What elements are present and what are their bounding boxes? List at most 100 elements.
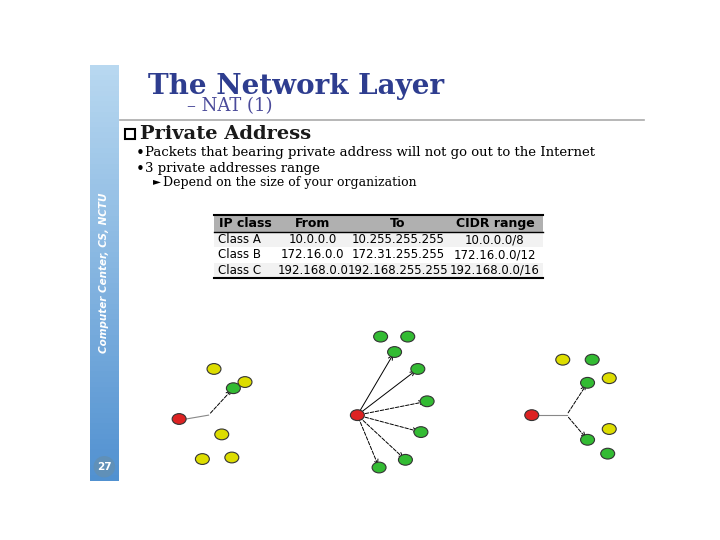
Bar: [90, 366, 119, 372]
Bar: [90, 237, 119, 241]
Ellipse shape: [215, 429, 229, 440]
Text: The Network Layer: The Network Layer: [148, 72, 444, 99]
Bar: [90, 423, 119, 429]
Ellipse shape: [398, 455, 413, 465]
Bar: [90, 377, 119, 382]
Text: Class C: Class C: [218, 264, 261, 277]
Bar: [90, 278, 119, 283]
Ellipse shape: [600, 448, 615, 459]
Bar: [90, 304, 119, 309]
Circle shape: [94, 457, 114, 477]
Text: 172.16.0.0: 172.16.0.0: [281, 248, 345, 261]
Bar: [90, 122, 119, 127]
Bar: [90, 320, 119, 325]
Bar: [90, 262, 119, 267]
Bar: [90, 132, 119, 138]
Ellipse shape: [195, 454, 210, 464]
Bar: [90, 195, 119, 200]
Ellipse shape: [556, 354, 570, 365]
Bar: [90, 215, 119, 221]
Bar: [90, 314, 119, 320]
Ellipse shape: [414, 427, 428, 437]
Bar: [90, 143, 119, 148]
Ellipse shape: [580, 377, 595, 388]
Bar: [90, 470, 119, 475]
Bar: [90, 418, 119, 423]
Bar: [90, 241, 119, 247]
Bar: [90, 252, 119, 257]
Text: 3 private addresses range: 3 private addresses range: [145, 162, 320, 175]
Ellipse shape: [172, 414, 186, 424]
Bar: [90, 148, 119, 153]
Bar: [90, 408, 119, 413]
Ellipse shape: [602, 373, 616, 383]
Bar: [90, 101, 119, 106]
Ellipse shape: [387, 347, 402, 357]
Text: CIDR range: CIDR range: [456, 217, 534, 230]
Bar: [90, 392, 119, 397]
Bar: [214, 215, 544, 232]
Bar: [90, 465, 119, 470]
Text: IP class: IP class: [219, 217, 271, 230]
Bar: [90, 434, 119, 439]
Bar: [90, 361, 119, 366]
Bar: [90, 96, 119, 101]
Bar: [90, 174, 119, 179]
Text: Packets that bearing private address will not go out to the Internet: Packets that bearing private address wil…: [145, 146, 595, 159]
Bar: [90, 382, 119, 387]
Bar: [90, 475, 119, 481]
Bar: [90, 127, 119, 132]
Bar: [90, 340, 119, 346]
Bar: [90, 330, 119, 335]
Ellipse shape: [411, 363, 425, 374]
Text: Computer Center, CS, NCTU: Computer Center, CS, NCTU: [99, 193, 109, 353]
Text: 192.168.0.0: 192.168.0.0: [277, 264, 348, 277]
Text: 192.168.0.0/16: 192.168.0.0/16: [450, 264, 540, 277]
Bar: [125, 130, 135, 139]
Text: 10.0.0.0: 10.0.0.0: [289, 233, 337, 246]
Bar: [90, 397, 119, 403]
Text: ►: ►: [153, 176, 161, 186]
Text: 27: 27: [97, 462, 112, 472]
Bar: [90, 350, 119, 356]
Text: Class B: Class B: [218, 248, 261, 261]
Bar: [90, 325, 119, 330]
Bar: [90, 112, 119, 117]
Ellipse shape: [374, 331, 387, 342]
Text: 10.0.0.0/8: 10.0.0.0/8: [465, 233, 525, 246]
Bar: [90, 335, 119, 340]
Bar: [90, 153, 119, 158]
Text: Private Address: Private Address: [140, 125, 311, 144]
Bar: [90, 356, 119, 361]
Bar: [90, 299, 119, 304]
Bar: [214, 262, 544, 278]
Text: – NAT (1): – NAT (1): [187, 97, 272, 115]
Bar: [90, 283, 119, 288]
Bar: [90, 460, 119, 465]
Text: •: •: [136, 162, 145, 177]
Bar: [90, 184, 119, 190]
Bar: [90, 91, 119, 96]
Bar: [214, 247, 544, 262]
Bar: [90, 190, 119, 195]
Bar: [90, 273, 119, 278]
Bar: [90, 387, 119, 392]
Bar: [90, 211, 119, 215]
Ellipse shape: [401, 331, 415, 342]
Text: Class A: Class A: [218, 233, 261, 246]
Bar: [90, 294, 119, 299]
Bar: [90, 179, 119, 184]
Bar: [90, 403, 119, 408]
Bar: [90, 221, 119, 226]
Bar: [90, 164, 119, 168]
Bar: [214, 232, 544, 247]
Ellipse shape: [580, 434, 595, 445]
Bar: [90, 247, 119, 252]
Bar: [90, 168, 119, 174]
Bar: [90, 455, 119, 460]
Bar: [90, 449, 119, 455]
Text: Depend on the size of your organization: Depend on the size of your organization: [163, 176, 416, 188]
Ellipse shape: [602, 423, 616, 434]
Bar: [90, 85, 119, 91]
Ellipse shape: [238, 377, 252, 387]
